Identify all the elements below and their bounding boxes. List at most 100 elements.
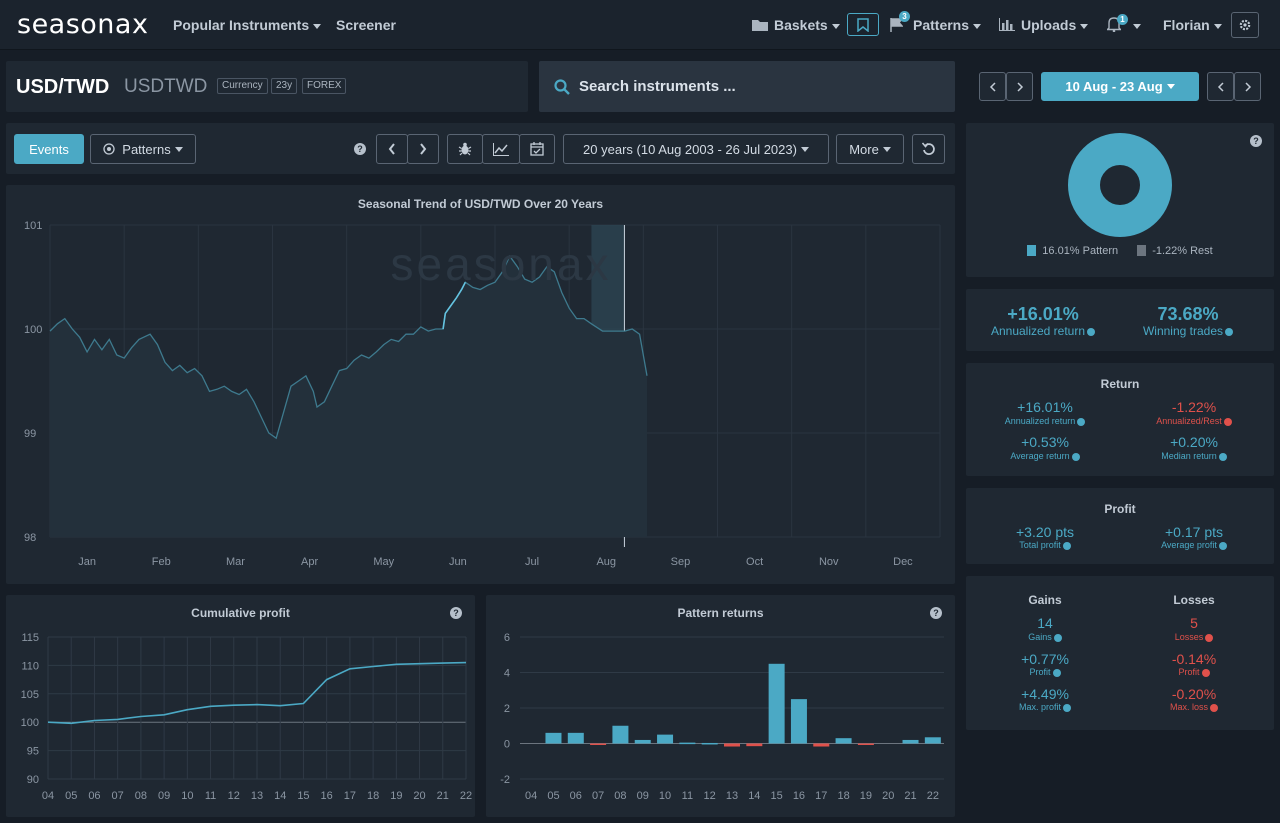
range-dropdown[interactable]: 20 years (10 Aug 2003 - 26 Jul 2023) [563,134,829,164]
gear-icon [1239,19,1251,31]
x-tick-label: 18 [837,790,849,802]
reset-button[interactable] [912,134,945,164]
bug-button[interactable] [447,134,483,164]
user-menu[interactable]: Florian [1163,17,1222,33]
patterns-dropdown-label: Patterns [122,141,171,157]
help-icon[interactable] [1223,417,1232,426]
nav-baskets[interactable]: Baskets [752,17,840,33]
legend-rest-label: -1.22% Rest [1152,245,1213,257]
help-icon[interactable] [1071,452,1080,461]
y-tick-label: 0 [504,739,510,751]
max-loss-value: -0.20% [1171,686,1217,702]
x-tick-label: 07 [112,790,124,802]
help-icon[interactable] [1218,541,1227,550]
help-icon[interactable] [1062,541,1071,550]
nav-popular-instruments[interactable]: Popular Instruments [173,17,322,33]
profit-title: Profit [1104,502,1136,516]
pie-chart[interactable] [966,123,1274,277]
help-icon[interactable] [1063,703,1071,712]
help-icon[interactable]: ? [930,607,942,619]
y-tick-label: 100 [24,324,42,336]
settings-button[interactable] [1231,12,1259,38]
x-tick-label: 04 [42,790,54,802]
annualized-return-text: Annualized return [990,324,1086,338]
return-rest-value: -1.22% [1171,399,1217,415]
bookmark-button[interactable] [847,13,879,36]
pattern-returns-chart[interactable]: -2 0 2 4 6 04 05 06 07 08 09 10 11 12 13 14 15 16 17 18 19 20… [486,595,955,817]
bar [657,734,674,744]
seasonal-chart-title: Seasonal Trend of USD/TWD Over 20 Years [357,197,604,211]
top-bar: seasonax Popular Instruments Screener Ba… [0,0,1280,50]
period-next-button[interactable] [1006,72,1033,101]
help-icon[interactable]: ? [1250,135,1262,147]
search-input[interactable]: Search instruments ... [539,61,955,112]
help-icon[interactable]: ? [354,143,366,155]
x-tick-label: 09 [637,790,649,802]
nav-screener[interactable]: Screener [336,17,396,33]
gains-count-text: Gains [1028,632,1052,642]
winning-trades-value: 73.68% [1157,304,1219,324]
y-tick-label: 99 [24,428,36,440]
x-tick-label: 05 [547,790,559,802]
events-button[interactable]: Events [14,134,84,164]
x-tick-label: Nov [819,556,839,568]
nav-patterns[interactable]: Patterns 3 [890,11,982,33]
period-dropdown[interactable]: 10 Aug - 23 Aug [1041,72,1199,101]
x-tick-label: Mar [226,556,245,568]
help-icon[interactable]: ? [450,607,462,619]
help-icon[interactable] [1218,452,1227,461]
period-prev-button[interactable] [979,72,1006,101]
help-icon[interactable] [1052,668,1061,677]
help-icon[interactable] [1210,703,1218,712]
x-tick-label: 15 [771,790,783,802]
cumulative-profit-chart[interactable]: 90 95 100 105 110 115 04 05 06 07 08 09 10 11 12 13 14 15… [6,595,475,817]
calendar-check-icon [530,142,544,156]
bar [790,699,807,744]
x-tick-label: 21 [904,790,916,802]
instrument-symbol: USDTWD [124,76,208,97]
period-shift-left-button[interactable] [1207,72,1234,101]
chevron-down-icon [1133,23,1141,29]
bar [590,743,607,745]
chevron-left-icon [1217,81,1224,92]
x-tick-label: 13 [251,790,263,802]
help-icon[interactable] [1201,668,1210,677]
period-shift-right-button[interactable] [1234,72,1261,101]
loss-profit-value: -0.14% [1171,651,1217,667]
x-tick-label: 13 [726,790,738,802]
x-tick-label: 21 [437,790,449,802]
y-tick-label: 95 [27,746,39,758]
help-icon[interactable] [1205,633,1214,642]
next-button[interactable] [407,134,439,164]
notifications-button[interactable]: 1 [1105,14,1141,33]
max-profit-value: +4.49% [1021,686,1069,702]
max-profit-label: Max. profit [975,702,1115,712]
x-tick-label: 17 [344,790,356,802]
patterns-dropdown[interactable]: Patterns [90,134,196,164]
help-icon[interactable] [1077,417,1086,426]
chevron-left-icon [388,143,395,155]
seasonal-chart[interactable]: 98 99 100 101 Jan Feb Mar Apr May Jun Jul Aug Sep Oct… [6,185,955,584]
x-tick-label: 17 [815,790,827,802]
chevron-down-icon [1213,23,1222,29]
tag-currency: Currency [217,78,268,94]
x-tick-label: 12 [228,790,240,802]
average-return-label: Average return [975,451,1115,461]
help-icon[interactable] [1225,327,1234,336]
cumulative-profit-line [47,661,467,725]
x-tick-label: Jun [449,556,467,568]
logo[interactable]: seasonax [17,9,149,40]
nav-patterns-label: Patterns [913,17,970,33]
x-tick-label: Oct [746,556,763,568]
period-label: 10 Aug - 23 Aug [1065,79,1163,94]
more-dropdown[interactable]: More [836,134,904,164]
pie-slice-pattern[interactable] [1068,133,1172,237]
help-icon[interactable] [1087,327,1096,336]
cumulative-profit-panel: Cumulative profit ? 90 95 100 105 110 115 04 05… [6,595,475,817]
line-chart-button[interactable] [482,134,520,164]
prev-button[interactable] [376,134,408,164]
help-icon[interactable] [1053,633,1062,642]
nav-uploads[interactable]: Uploads [999,17,1089,33]
calendar-button[interactable] [519,134,555,164]
loss-profit-text: Profit [1178,667,1200,677]
